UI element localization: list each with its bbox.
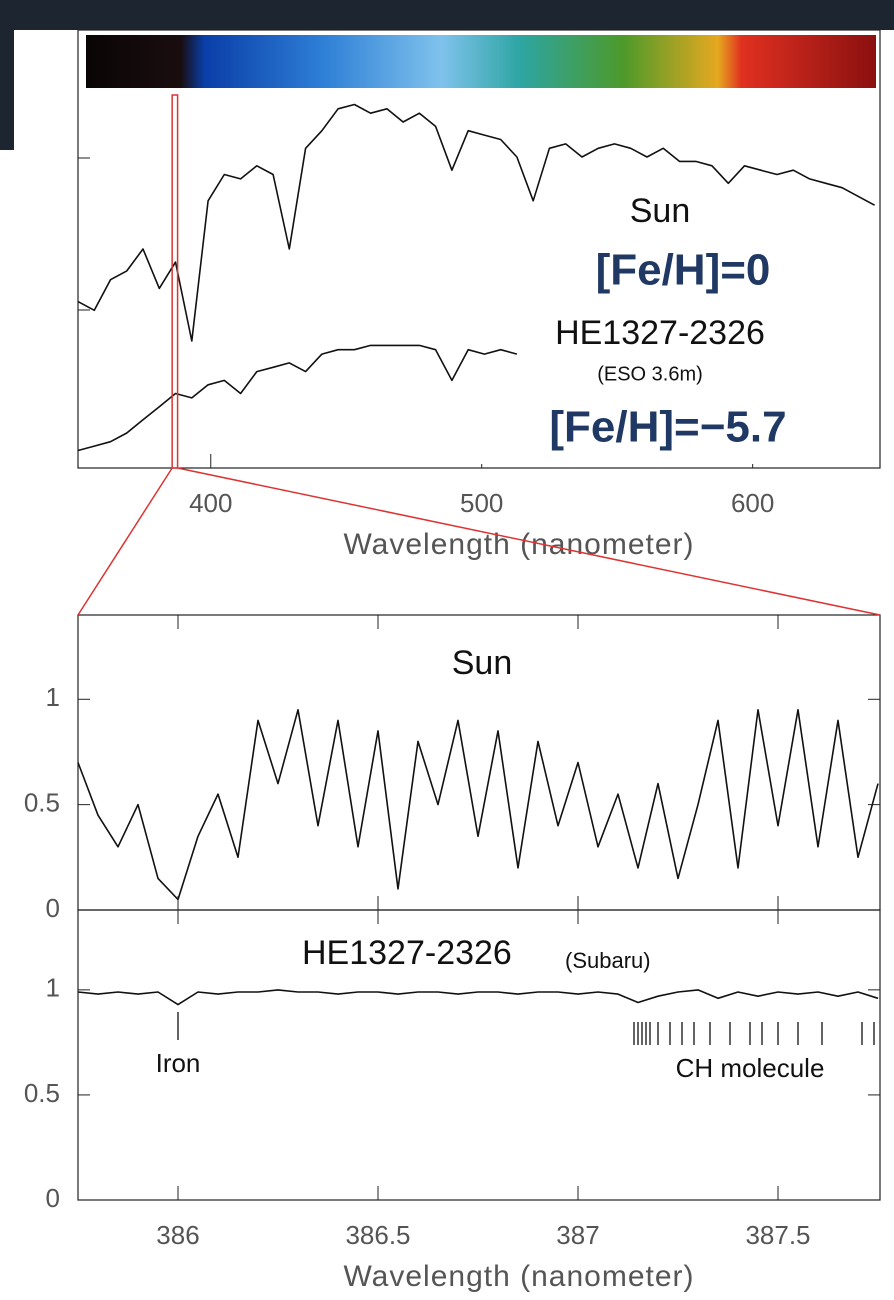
zoom-connector xyxy=(177,467,881,616)
x-axis-label: Wavelength (nanometer) xyxy=(343,1260,694,1293)
telescope-label: (ESO 3.6m) xyxy=(597,363,703,385)
x-tick-label: 500 xyxy=(460,488,503,518)
series-label: HE1327-2326 xyxy=(302,934,512,972)
y-tick-label: 0.5 xyxy=(24,1078,60,1108)
x-tick-label: 400 xyxy=(189,488,232,518)
telescope-label: (Subaru) xyxy=(565,948,651,973)
overview-panel: 400 500 600 Wavelength (nanometer) Sun [Fe/H]… xyxy=(77,29,881,561)
sun-zoom-panel: 0 0.5 1 Sun xyxy=(24,614,881,923)
spectrum-line xyxy=(77,344,518,452)
y-tick-label: 0 xyxy=(46,893,60,923)
background-sky xyxy=(0,0,14,150)
y-tick-label: 1 xyxy=(46,682,60,712)
zoom-connector xyxy=(77,467,173,616)
x-axis-label: Wavelength (nanometer) xyxy=(343,528,694,561)
y-tick-label: 1 xyxy=(46,973,60,1003)
he-zoom-panel: 0 0.5 1 386 386.5 387 387.5 Wavelength (nanomet… xyxy=(24,615,881,1293)
background-sky xyxy=(0,0,894,30)
spectrum-line xyxy=(77,709,879,901)
x-tick-label: 387.5 xyxy=(745,1220,810,1250)
metallicity-label: [Fe/H]=0 xyxy=(596,246,771,295)
metallicity-label: [Fe/H]=−5.7 xyxy=(549,403,786,452)
color-spectrum xyxy=(86,35,876,88)
line-marker-label: Iron xyxy=(156,1048,201,1078)
y-tick-label: 0.5 xyxy=(24,788,60,818)
x-tick-label: 386 xyxy=(156,1220,199,1250)
plot-frame xyxy=(77,29,881,469)
y-tick-label: 0 xyxy=(46,1183,60,1213)
zoom-box xyxy=(171,94,179,469)
series-label: HE1327-2326 xyxy=(555,314,765,352)
x-tick-label: 600 xyxy=(731,488,774,518)
series-label: Sun xyxy=(452,644,513,682)
label-backing xyxy=(472,398,878,464)
x-tick-label: 387 xyxy=(556,1220,599,1250)
plot-frame xyxy=(77,909,881,1201)
spectrum-line xyxy=(77,989,879,1006)
series-label: Sun xyxy=(630,192,691,230)
line-marker-label: CH molecule xyxy=(676,1053,825,1083)
x-tick-label: 386.5 xyxy=(345,1220,410,1250)
spectrum-line xyxy=(77,103,875,342)
